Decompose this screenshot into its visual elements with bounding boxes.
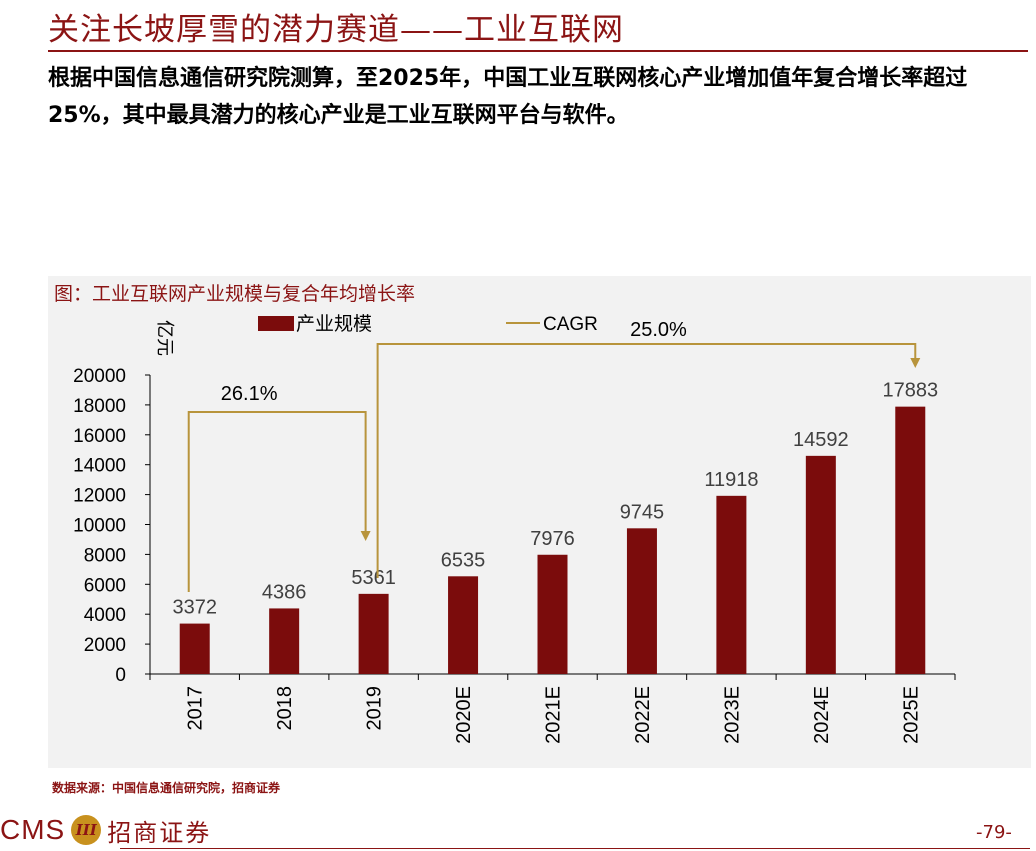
y-tick-label: 18000 bbox=[73, 396, 126, 417]
bar bbox=[269, 608, 300, 674]
data-source: 数据来源：中国信息通信研究院，招商证券 bbox=[52, 781, 281, 795]
y-tick-label: 20000 bbox=[73, 366, 126, 387]
cagr-label: 25.0% bbox=[630, 319, 687, 341]
y-tick-label: 0 bbox=[115, 665, 126, 686]
cagr-bracket-line bbox=[187, 411, 367, 592]
bar-value-label: 11918 bbox=[704, 469, 758, 491]
cagr-bracket-line bbox=[376, 343, 917, 578]
bar bbox=[448, 576, 479, 674]
x-tick-label: 2023E bbox=[721, 686, 743, 744]
bar bbox=[805, 455, 836, 674]
logo-cms-text: CMS bbox=[0, 814, 66, 845]
cagr-arrowhead bbox=[360, 531, 371, 541]
legend-bar-swatch bbox=[258, 316, 294, 331]
bar bbox=[537, 554, 568, 674]
y-tick-label: 14000 bbox=[73, 456, 126, 477]
chart-caption: 图：工业互联网产业规模与复合年均增长率 bbox=[54, 283, 416, 305]
page-number: -79- bbox=[976, 822, 1012, 843]
bar bbox=[626, 528, 657, 674]
page-title: 关注长坡厚雪的潜力赛道——工业互联网 bbox=[48, 12, 624, 48]
bar bbox=[358, 593, 389, 674]
y-tick-label: 4000 bbox=[84, 605, 126, 626]
y-tick-label: 2000 bbox=[84, 635, 126, 656]
bar-value-label: 6535 bbox=[441, 549, 486, 571]
bar bbox=[716, 495, 747, 674]
footer-divider bbox=[120, 848, 1030, 849]
y-tick-label: 10000 bbox=[73, 516, 126, 537]
chart-panel bbox=[48, 276, 1031, 768]
cagr-arrowhead bbox=[910, 358, 921, 368]
x-tick-label: 2024E bbox=[811, 686, 833, 744]
x-tick-label: 2021E bbox=[543, 686, 565, 744]
intro-paragraph: 根据中国信息通信研究院测算，至2025年，中国工业互联网核心产业增加值年复合增长… bbox=[48, 66, 968, 128]
title-divider bbox=[48, 50, 1028, 52]
y-tick-label: 12000 bbox=[73, 486, 126, 507]
bar-value-label: 9745 bbox=[620, 501, 665, 523]
x-tick-label: 2017 bbox=[185, 686, 207, 731]
cagr-label: 26.1% bbox=[221, 383, 278, 405]
y-tick-label: 6000 bbox=[84, 575, 126, 596]
bar-value-label: 3372 bbox=[172, 597, 217, 619]
bar-value-label: 4386 bbox=[262, 581, 307, 603]
bar bbox=[895, 406, 926, 674]
x-tick-label: 2022E bbox=[632, 686, 654, 744]
bar-value-label: 14592 bbox=[793, 429, 849, 451]
y-tick-label: 8000 bbox=[84, 545, 126, 566]
logo-company-name: 招商证券 bbox=[107, 818, 212, 847]
y-tick-label: 16000 bbox=[73, 426, 126, 447]
y-unit-label: 亿元 bbox=[154, 320, 175, 356]
legend-bar-label: 产业规模 bbox=[296, 313, 372, 335]
bar-value-label: 5361 bbox=[351, 567, 396, 589]
bar-value-label: 7976 bbox=[530, 528, 575, 550]
x-tick-label: 2019 bbox=[364, 686, 386, 731]
x-tick-label: 2020E bbox=[453, 686, 475, 744]
logo-emblem-icon: III bbox=[71, 815, 102, 845]
bar-value-label: 17883 bbox=[882, 380, 938, 402]
x-tick-label: 2018 bbox=[274, 686, 296, 731]
company-logo: CMS III 招商证券 bbox=[0, 812, 211, 848]
bar bbox=[179, 623, 210, 674]
legend-cagr-label: CAGR bbox=[543, 314, 598, 335]
x-tick-label: 2025E bbox=[900, 686, 922, 744]
